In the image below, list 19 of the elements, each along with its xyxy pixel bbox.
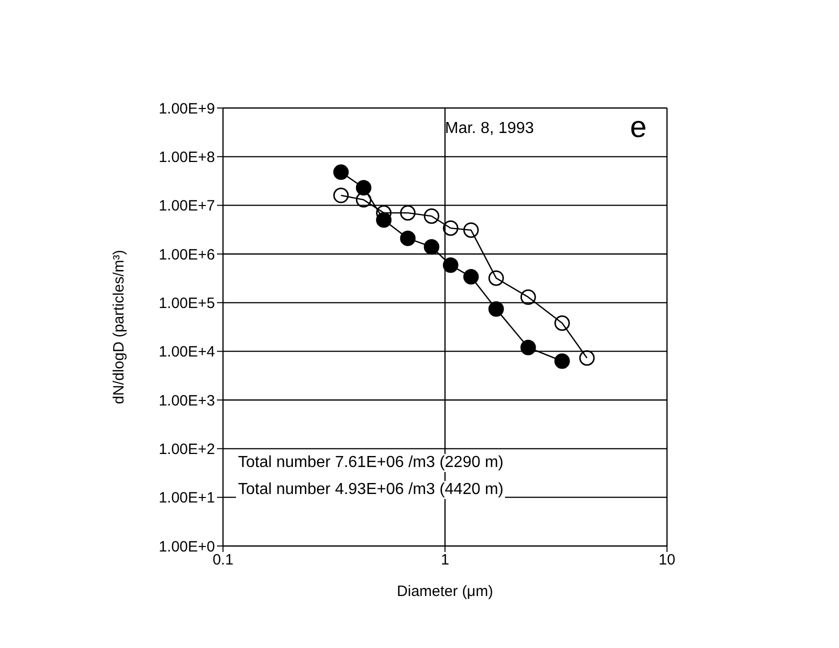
x-tick-label: 1 [440,552,450,569]
y-tick-label: 1.00E+5 [158,294,215,312]
y-tick-label: 1.00E+8 [158,148,215,166]
y-tick-label: 1.00E+1 [158,490,215,507]
y-tick-label: 1.00E+6 [158,246,215,264]
annotation: Total number 7.61E+06 /m3 (2290 m) [236,454,506,472]
x-axis-title: Diameter (μm) [396,583,494,600]
y-tick-label: 1.00E+7 [158,198,215,215]
y-tick-label: 1.00E+4 [158,344,215,361]
annotation: Mar. 8, 1993 [445,120,534,138]
y-axis-title: dN/dlogD (particles/m³) [110,250,128,404]
annotation: e [630,111,647,145]
y-tick-label: 1.00E+3 [158,392,215,410]
x-tick-label: 0.1 [212,552,234,569]
annotation: Total number 4.93E+06 /m3 (4420 m) [236,481,506,499]
x-tick-label: 10 [658,552,676,569]
y-tick-label: 1.00E+0 [158,538,215,556]
y-tick-label: 1.00E+9 [158,100,215,118]
y-tick-label: 1.00E+2 [158,440,215,458]
